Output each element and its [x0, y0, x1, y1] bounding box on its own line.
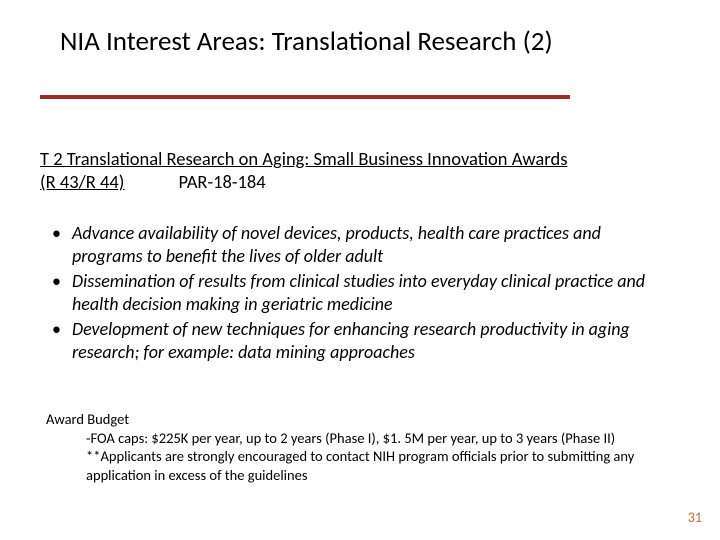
award-budget-block: Award Budget -FOA caps: $225K per year, … — [46, 410, 680, 484]
foa-title-line2: (R 43/R 44) — [40, 170, 124, 193]
title-underline — [40, 95, 570, 99]
slide: NIA Interest Areas: Translational Resear… — [0, 0, 720, 540]
bullet-item: Development of new techniques for enhanc… — [68, 318, 670, 364]
award-budget-note: **Applicants are strongly encouraged to … — [86, 447, 680, 484]
funding-opportunity-subtitle: T 2 Translational Research on Aging: Sma… — [40, 147, 660, 193]
bullet-list: Advance availability of novel devices, p… — [44, 222, 670, 366]
foa-title-line1: T 2 Translational Research on Aging: Sma… — [40, 147, 567, 170]
bullet-item: Advance availability of novel devices, p… — [68, 222, 670, 268]
foa-par-number: PAR-18-184 — [179, 170, 266, 193]
page-number: 31 — [688, 509, 702, 526]
award-budget-heading: Award Budget — [46, 410, 680, 429]
bullet-item: Dissemination of results from clinical s… — [68, 270, 670, 316]
award-budget-caps: -FOA caps: $225K per year, up to 2 years… — [86, 429, 680, 448]
slide-title: NIA Interest Areas: Translational Resear… — [60, 25, 680, 58]
